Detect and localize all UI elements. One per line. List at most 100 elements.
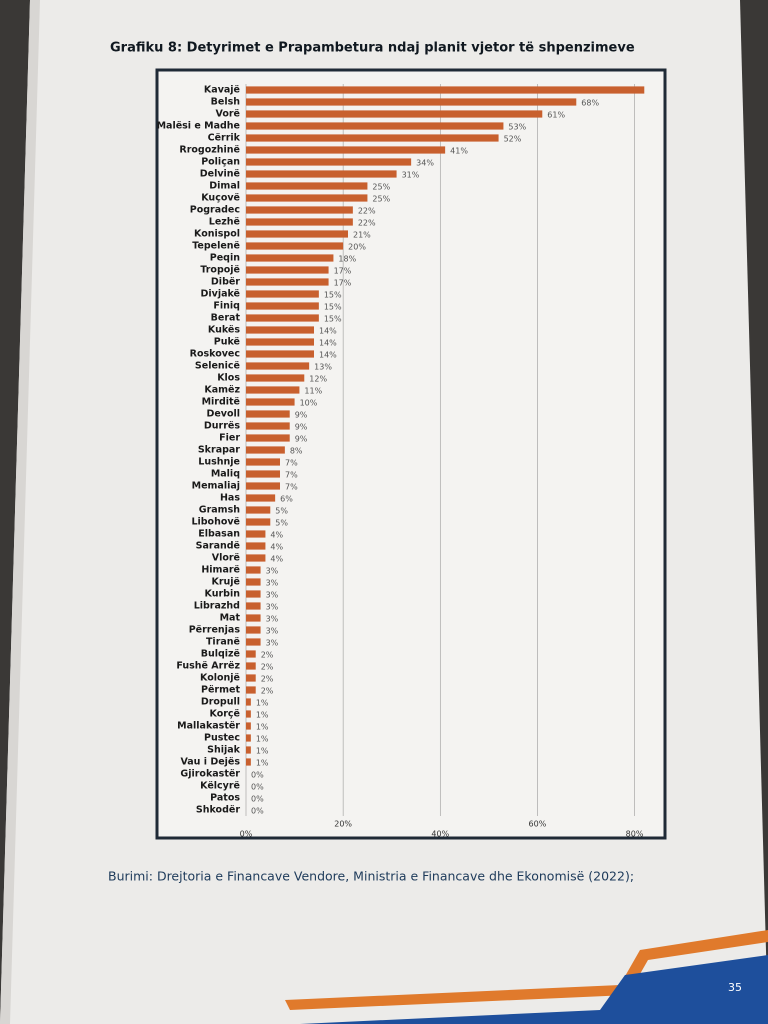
value-label: 9%: [295, 411, 308, 420]
bar: [246, 242, 344, 250]
bar: [246, 674, 256, 682]
category-label: Elbasan: [198, 529, 240, 540]
category-label: Tropojë: [200, 265, 240, 276]
category-label: Sarandë: [196, 541, 240, 552]
value-label: 4%: [270, 555, 283, 564]
value-label: 1%: [256, 723, 269, 732]
category-label: Has: [220, 493, 240, 504]
bar: [246, 722, 251, 730]
value-label: 6%: [280, 495, 293, 504]
bar: [246, 638, 261, 646]
value-label: 22%: [358, 219, 376, 228]
bar: [246, 710, 251, 718]
category-label: Shkodër: [196, 805, 240, 816]
value-label: 20%: [348, 243, 366, 252]
category-label: Kukës: [208, 325, 240, 336]
value-label: 7%: [285, 471, 298, 480]
category-label: Selenicë: [195, 361, 240, 372]
category-label: Vorë: [216, 109, 241, 120]
category-label: Tiranë: [206, 637, 240, 648]
paper-fold: [0, 0, 40, 1024]
category-label: Përrenjas: [189, 625, 241, 636]
bar: [246, 86, 645, 94]
value-label: 2%: [261, 675, 274, 684]
value-label: 4%: [270, 531, 283, 540]
bar: [246, 506, 271, 514]
bar: [246, 518, 271, 526]
value-label: 53%: [508, 123, 526, 132]
bar: [246, 482, 280, 490]
value-label: 14%: [319, 339, 337, 348]
value-label: 25%: [372, 195, 390, 204]
bar: [246, 194, 368, 202]
value-label: 1%: [256, 759, 269, 768]
category-label: Shijak: [207, 745, 241, 756]
value-label: 15%: [324, 303, 342, 312]
category-label: Kamëz: [204, 385, 240, 396]
bar: [246, 302, 319, 310]
category-label: Dimal: [209, 181, 240, 192]
category-label: Devoll: [206, 409, 240, 420]
bar: [246, 554, 266, 562]
bar: [246, 650, 256, 658]
bar: [246, 458, 280, 466]
x-tick-label: 80%: [626, 830, 644, 839]
source-note: Burimi: Drejtoria e Financave Vendore, M…: [108, 869, 634, 884]
bar: [246, 254, 334, 262]
value-label: 17%: [334, 279, 352, 288]
bar: [246, 530, 266, 538]
category-label: Patos: [210, 793, 240, 804]
category-label: Lushnje: [198, 457, 240, 468]
bar: [246, 218, 353, 226]
category-label: Mirditë: [202, 397, 240, 408]
bar: [246, 494, 276, 502]
value-label: 31%: [402, 171, 420, 180]
category-label: Mallakastër: [177, 721, 240, 732]
value-label: 61%: [547, 111, 565, 120]
bar: [246, 314, 319, 322]
value-label: 3%: [266, 579, 279, 588]
category-label: Pogradec: [190, 205, 240, 216]
value-label: 3%: [266, 567, 279, 576]
value-label: 52%: [504, 135, 522, 144]
value-label: 22%: [358, 207, 376, 216]
value-label: 41%: [450, 147, 468, 156]
value-label: 2%: [261, 663, 274, 672]
bar: [246, 158, 412, 166]
value-label: 9%: [295, 423, 308, 432]
value-label: 7%: [285, 483, 298, 492]
value-label: 2%: [261, 651, 274, 660]
category-label: Bulqizë: [201, 649, 240, 660]
category-label: Cërrik: [208, 133, 241, 144]
category-label: Kavajë: [204, 85, 240, 96]
value-label: 13%: [314, 363, 332, 372]
category-label: Klos: [217, 373, 240, 384]
bar: [246, 758, 251, 766]
bar: [246, 278, 329, 286]
bar: [246, 98, 577, 106]
category-label: Pukë: [214, 337, 240, 348]
bar: [246, 122, 504, 130]
category-label: Këlcyrë: [200, 781, 240, 792]
category-label: Përmet: [201, 685, 240, 696]
value-label: 1%: [256, 711, 269, 720]
category-label: Librazhd: [194, 601, 240, 612]
x-tick-label: 20%: [334, 820, 352, 829]
category-label: Himarë: [201, 565, 240, 576]
chart-frame: [155, 68, 667, 840]
category-label: Delvinë: [200, 169, 240, 180]
bar: [246, 398, 295, 406]
bar: [246, 170, 397, 178]
category-label: Pustec: [204, 733, 240, 744]
chart-title: Grafiku 8: Detyrimet e Prapambetura ndaj…: [110, 41, 635, 56]
bar: [246, 686, 256, 694]
category-label: Divjakë: [200, 289, 240, 300]
category-label: Krujë: [211, 577, 240, 588]
value-label: 0%: [251, 783, 264, 792]
bar: [246, 446, 285, 454]
category-label: Kuçovë: [201, 193, 240, 204]
bar: [246, 542, 266, 550]
